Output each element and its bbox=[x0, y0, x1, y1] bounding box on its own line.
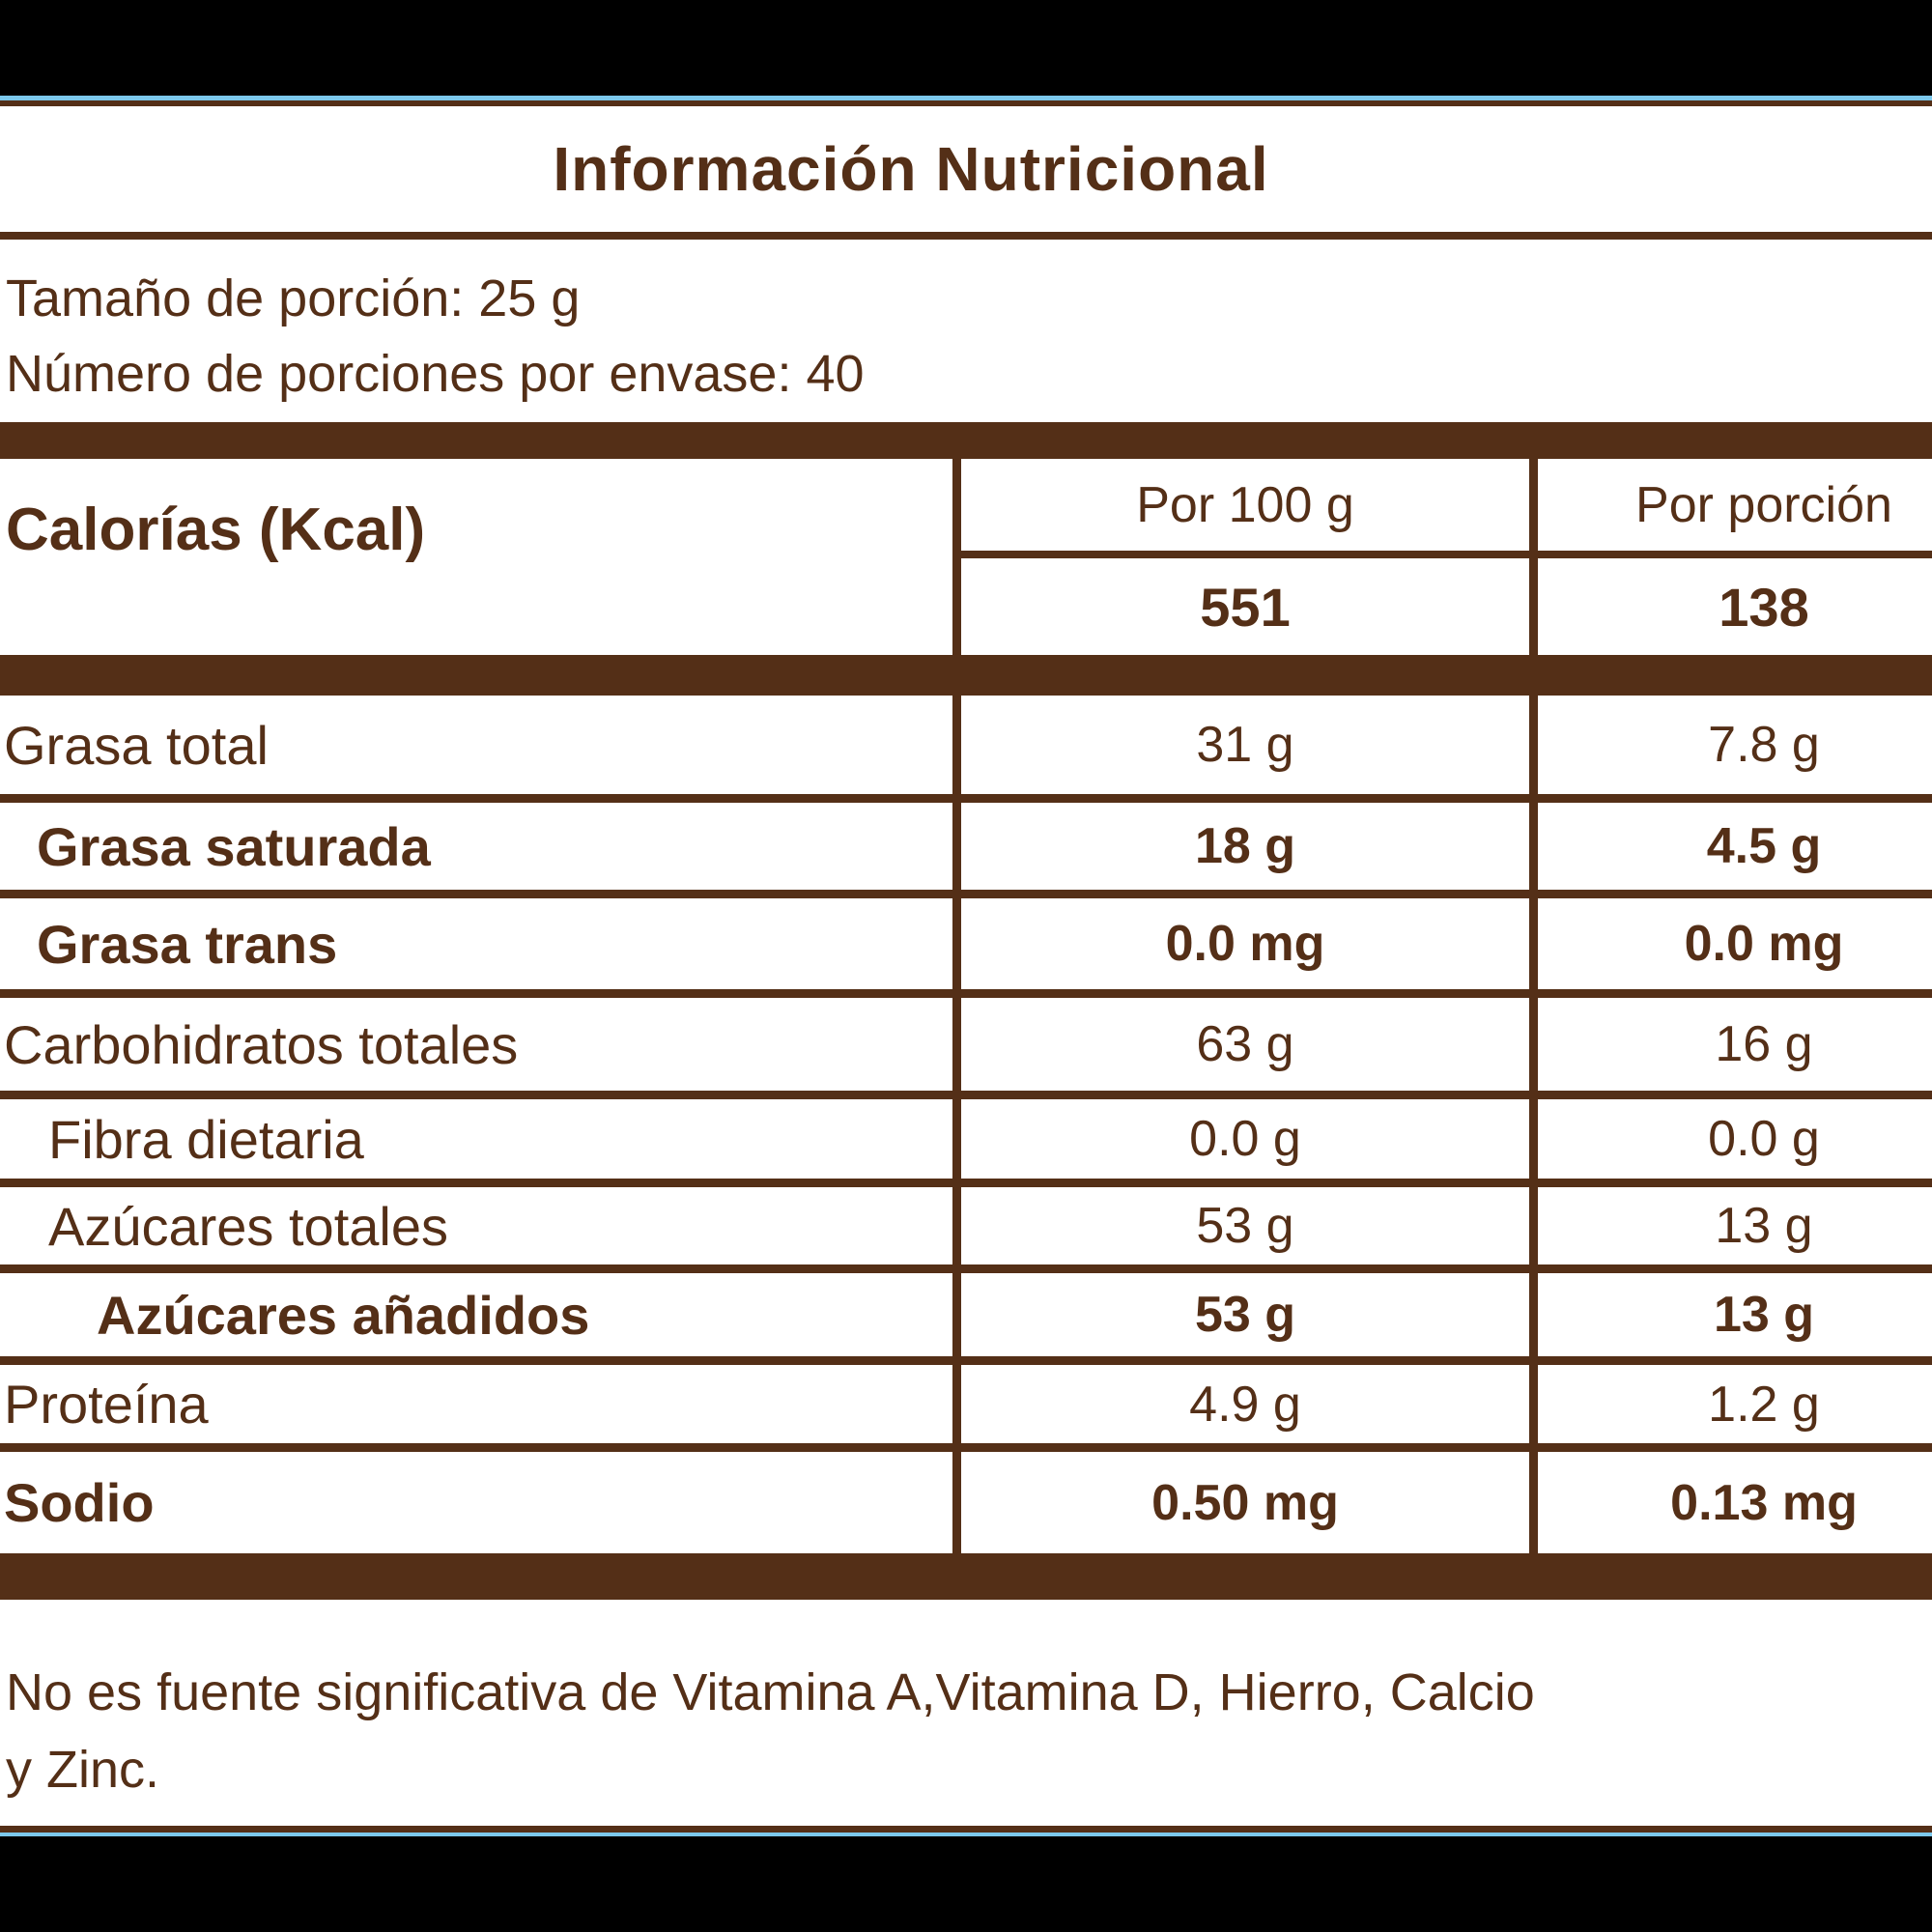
value-per-portion: 13 g bbox=[1713, 1287, 1815, 1343]
value-per-portion: 0.13 mg bbox=[1670, 1474, 1858, 1531]
servings-per-container: Número de porciones por envase: 40 bbox=[6, 345, 865, 403]
value-per-portion: 7.8 g bbox=[1708, 717, 1820, 773]
title-row: Información Nutricional bbox=[0, 106, 1932, 232]
value-per-100g: 31 g bbox=[961, 696, 1538, 794]
value-per-100g: 0.50 mg bbox=[961, 1452, 1538, 1553]
nutrient-label: Azúcares añadidos bbox=[0, 1273, 961, 1356]
calories-label: Calorías (Kcal) bbox=[0, 459, 961, 655]
thick-bar-1 bbox=[0, 422, 1932, 459]
value-per-100g: 4.9 g bbox=[961, 1365, 1538, 1443]
label-sheet: Información Nutricional Tamaño de porció… bbox=[0, 106, 1932, 1826]
footnote-line-2: y Zinc. bbox=[6, 1741, 160, 1799]
value-per-portion: 0.0 g bbox=[1708, 1111, 1820, 1167]
nutrient-label: Grasa trans bbox=[0, 898, 961, 989]
table-row-sodio: Sodio 0.50 mg 0.13 mg bbox=[0, 1452, 1932, 1553]
table-row-azucares-anadidos: Azúcares añadidos 53 g 13 g bbox=[0, 1273, 1932, 1356]
row-divider bbox=[0, 1356, 1932, 1365]
value-per-portion: 0.0 mg bbox=[1684, 916, 1844, 972]
row-divider bbox=[0, 1264, 1932, 1273]
row-divider bbox=[0, 1091, 1932, 1099]
table-row-proteina: Proteína 4.9 g 1.2 g bbox=[0, 1365, 1932, 1443]
value-per-portion: 13 g bbox=[1715, 1198, 1813, 1254]
value-per-portion: 1.2 g bbox=[1708, 1376, 1820, 1433]
nutrient-label: Azúcares totales bbox=[0, 1187, 961, 1264]
value-per-100g: 18 g bbox=[961, 803, 1538, 890]
value-per-100g: 0.0 g bbox=[961, 1099, 1538, 1179]
nutrient-label: Carbohidratos totales bbox=[0, 998, 961, 1091]
table-row-azucares-totales: Azúcares totales 53 g 13 g bbox=[0, 1187, 1932, 1264]
calories-columns: Por 100 g Por porción 551 138 bbox=[961, 459, 1932, 655]
calories-per-100g: 551 bbox=[961, 558, 1538, 655]
nutrient-label: Proteína bbox=[0, 1365, 961, 1443]
serving-size: Tamaño de porción: 25 g bbox=[6, 270, 581, 327]
column-header-per-portion: Por porción bbox=[1635, 476, 1892, 533]
value-per-100g: 53 g bbox=[961, 1273, 1538, 1356]
row-divider bbox=[0, 989, 1932, 998]
nutrient-label: Sodio bbox=[0, 1452, 961, 1553]
value-per-portion: 16 g bbox=[1715, 1016, 1813, 1072]
table-row-grasa-saturada: Grasa saturada 18 g 4.5 g bbox=[0, 803, 1932, 890]
nutrient-table: Grasa total 31 g 7.8 g Grasa saturada 18… bbox=[0, 696, 1932, 1553]
value-per-portion: 4.5 g bbox=[1706, 818, 1822, 874]
calories-header-table: Calorías (Kcal) Por 100 g Por porción 55… bbox=[0, 459, 1932, 655]
accent-line-top bbox=[0, 96, 1932, 100]
accent-line-bottom bbox=[0, 1833, 1932, 1836]
footnote: No es fuente significativa de Vitamina A… bbox=[0, 1600, 1932, 1826]
row-divider bbox=[0, 890, 1932, 898]
thick-bar-3 bbox=[0, 1553, 1932, 1600]
nutrient-label: Fibra dietaria bbox=[0, 1099, 961, 1179]
row-divider bbox=[0, 1443, 1932, 1452]
page-title: Información Nutricional bbox=[553, 134, 1269, 204]
nutrition-label: Información Nutricional Tamaño de porció… bbox=[0, 100, 1932, 1833]
column-headers: Por 100 g Por porción bbox=[961, 459, 1932, 558]
value-per-100g: 63 g bbox=[961, 998, 1538, 1091]
table-row-grasa-total: Grasa total 31 g 7.8 g bbox=[0, 696, 1932, 794]
row-divider bbox=[0, 794, 1932, 803]
serving-info: Tamaño de porción: 25 g Número de porcio… bbox=[0, 240, 1932, 422]
calories-values: 551 138 bbox=[961, 558, 1932, 655]
table-row-fibra: Fibra dietaria 0.0 g 0.0 g bbox=[0, 1099, 1932, 1179]
nutrient-label: Grasa saturada bbox=[0, 803, 961, 890]
footnote-line-1: No es fuente significativa de Vitamina A… bbox=[6, 1663, 1535, 1721]
row-divider bbox=[0, 1179, 1932, 1187]
letterbox-top bbox=[0, 0, 1932, 96]
value-per-100g: 53 g bbox=[961, 1187, 1538, 1264]
nutrient-label: Grasa total bbox=[0, 696, 961, 794]
title-divider bbox=[0, 232, 1932, 240]
column-header-per-100g: Por 100 g bbox=[961, 459, 1538, 551]
table-row-carbohidratos: Carbohidratos totales 63 g 16 g bbox=[0, 998, 1932, 1091]
thick-bar-2 bbox=[0, 655, 1932, 696]
calories-per-portion: 138 bbox=[1719, 576, 1809, 638]
table-row-grasa-trans: Grasa trans 0.0 mg 0.0 mg bbox=[0, 898, 1932, 989]
value-per-100g: 0.0 mg bbox=[961, 898, 1538, 989]
